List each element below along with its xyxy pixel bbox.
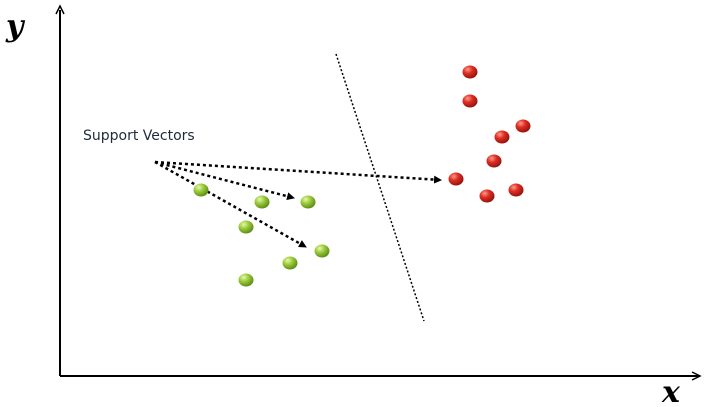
arrow (154, 160, 307, 249)
point (448, 172, 464, 186)
point (193, 183, 209, 197)
y-axis-arrow (55, 4, 65, 15)
point (254, 195, 270, 209)
point (238, 220, 254, 234)
x-axis-arrow (691, 371, 702, 381)
point (494, 130, 510, 144)
point (508, 183, 524, 197)
point (486, 154, 502, 168)
point (479, 189, 495, 203)
red-points (448, 65, 531, 203)
point (238, 273, 254, 287)
green-points (193, 183, 330, 287)
point (515, 119, 531, 133)
arrows (154, 160, 442, 249)
y-axis-label: y (5, 9, 26, 44)
arrow (154, 160, 295, 201)
annotation: Support Vectors (83, 128, 195, 144)
separating-line (335, 53, 425, 322)
arrow (154, 160, 442, 184)
point (282, 256, 298, 270)
point (462, 94, 478, 108)
point (462, 65, 478, 79)
point (314, 244, 330, 258)
x-axis-label: x (661, 375, 681, 407)
point (300, 195, 316, 209)
